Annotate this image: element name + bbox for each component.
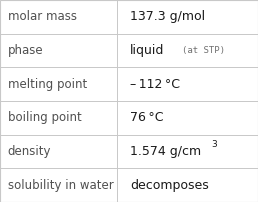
Text: density: density xyxy=(8,145,51,158)
Text: 137.3 g/mol: 137.3 g/mol xyxy=(130,10,205,23)
Text: 1.574 g/cm: 1.574 g/cm xyxy=(130,145,201,158)
Text: solubility in water: solubility in water xyxy=(8,179,114,192)
Text: liquid: liquid xyxy=(130,44,165,57)
Text: melting point: melting point xyxy=(8,78,87,91)
Text: 76 °C: 76 °C xyxy=(130,111,164,124)
Text: phase: phase xyxy=(8,44,43,57)
Text: – 112 °C: – 112 °C xyxy=(130,78,180,91)
Text: molar mass: molar mass xyxy=(8,10,77,23)
Text: (at STP): (at STP) xyxy=(182,46,225,55)
Text: decomposes: decomposes xyxy=(130,179,209,192)
Text: boiling point: boiling point xyxy=(8,111,82,124)
Text: 3: 3 xyxy=(212,140,217,149)
